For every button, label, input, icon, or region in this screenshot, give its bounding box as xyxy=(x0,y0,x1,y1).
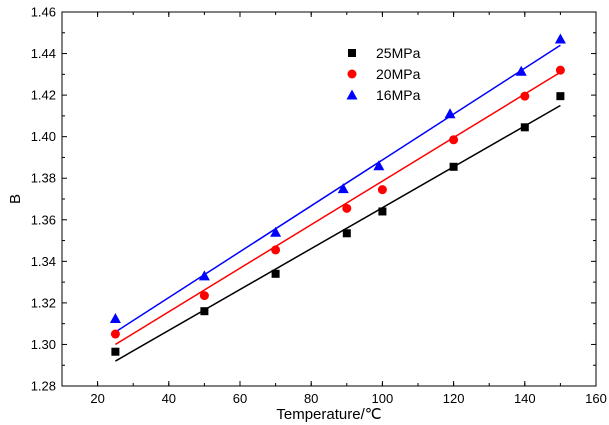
plot-frame xyxy=(61,11,597,387)
data-point-series-0 xyxy=(111,347,120,356)
y-tick-label: 1.46 xyxy=(31,5,56,20)
legend-label-series-2: 16MPa xyxy=(376,87,421,103)
legend-label-series-0: 25MPa xyxy=(376,45,421,61)
data-point-series-2 xyxy=(337,183,349,194)
data-point-series-2 xyxy=(270,226,282,237)
x-tick-label: 20 xyxy=(90,391,104,406)
y-tick-label: 1.30 xyxy=(31,337,56,352)
data-point-series-1 xyxy=(377,185,387,195)
data-point-series-0 xyxy=(200,307,209,316)
x-tick-label: 160 xyxy=(585,391,607,406)
data-point-series-1 xyxy=(271,245,281,255)
legend-marker-series-2 xyxy=(346,89,358,100)
data-point-series-1 xyxy=(555,65,565,75)
legend-label-series-1: 20MPa xyxy=(376,66,421,82)
data-point-series-2 xyxy=(373,160,385,171)
fit-line-series-0 xyxy=(115,104,561,362)
data-point-series-2 xyxy=(109,312,121,323)
y-tick-label: 1.28 xyxy=(31,379,56,394)
y-tick-label: 1.42 xyxy=(31,88,56,103)
data-point-series-0 xyxy=(378,207,387,216)
y-tick-label: 1.38 xyxy=(31,171,56,186)
fit-line-series-1 xyxy=(115,71,561,346)
tick-labels: 20 40 60 80 100 120 140 160 1.28 1.30 1.32 1.34 1.36… xyxy=(31,5,607,407)
data-point-series-2 xyxy=(198,270,210,281)
data-point-series-0 xyxy=(449,162,458,171)
x-tick-label: 140 xyxy=(514,391,536,406)
y-tick-label: 1.36 xyxy=(31,212,56,227)
y-tick-label: 1.40 xyxy=(31,129,56,144)
legend: 25MPa 20MPa 16MPa xyxy=(346,45,421,103)
data-point-series-1 xyxy=(342,203,352,213)
y-tick-label: 1.32 xyxy=(31,295,56,310)
x-tick-label: 120 xyxy=(443,391,465,406)
axis-ticks xyxy=(61,11,597,387)
legend-marker-series-0 xyxy=(348,49,356,57)
fit-lines xyxy=(114,44,561,362)
data-point-series-2 xyxy=(554,33,566,44)
y-tick-label: 1.44 xyxy=(31,46,56,61)
data-points xyxy=(109,33,566,356)
data-point-series-0 xyxy=(520,123,529,132)
y-tick-label: 1.34 xyxy=(31,254,56,269)
x-tick-label: 80 xyxy=(304,391,318,406)
data-point-series-0 xyxy=(342,229,351,238)
x-tick-label: 100 xyxy=(372,391,394,406)
data-point-series-0 xyxy=(556,92,565,101)
x-axis-title: Temperature/℃ xyxy=(276,406,381,423)
data-point-series-1 xyxy=(110,329,120,339)
data-point-series-1 xyxy=(449,135,459,145)
data-point-series-1 xyxy=(520,91,530,101)
fit-line-series-2 xyxy=(114,44,561,333)
y-axis-title: B xyxy=(7,194,24,204)
data-point-series-2 xyxy=(444,108,456,119)
data-point-series-0 xyxy=(271,269,280,278)
x-tick-label: 60 xyxy=(233,391,247,406)
data-point-series-1 xyxy=(199,291,209,301)
data-point-series-2 xyxy=(515,65,527,76)
x-tick-label: 40 xyxy=(162,391,176,406)
legend-marker-series-1 xyxy=(347,69,357,79)
